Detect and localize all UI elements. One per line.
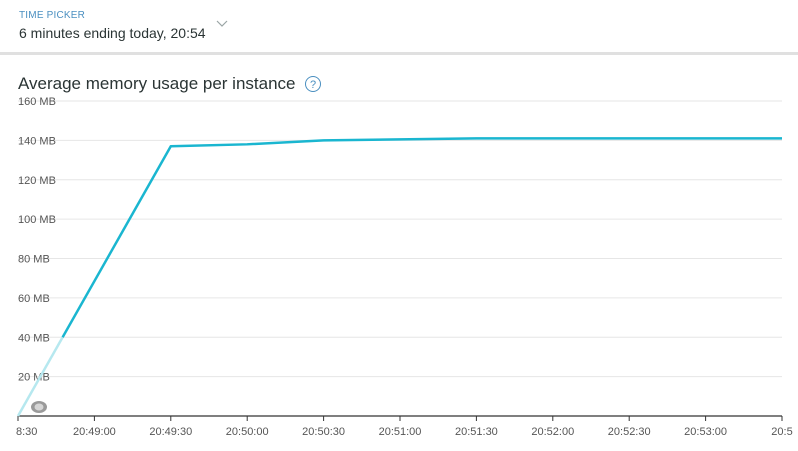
scroll-handle-inner [34,403,44,411]
x-tick-label: 20:49:30 [149,426,192,438]
y-tick-label: 120 MB [18,175,56,187]
time-picker[interactable]: TIME PICKER 6 minutes ending today, 20:5… [19,10,206,41]
y-tick-label: 100 MB [18,214,56,226]
time-picker-value: 6 minutes ending today, 20:54 [19,25,206,41]
x-tick-label: 20:50:00 [226,426,269,438]
series-line [61,137,782,338]
y-tick-label: 80 MB [18,254,50,266]
x-tick-label: 20:51:00 [379,426,422,438]
y-tick-label: 20 MB [18,372,50,384]
x-tick-label: 20:49:00 [73,426,116,438]
x-tick-label: 8:30 [16,426,37,438]
y-tick-label: 60 MB [18,293,50,305]
y-tick-label: 140 MB [18,135,56,147]
y-tick-label: 160 MB [18,96,56,108]
y-tick-label: 40 MB [18,332,50,344]
x-tick-label: 20:5 [771,426,792,438]
help-icon[interactable]: ? [305,76,321,92]
x-tick-label: 20:52:00 [531,426,574,438]
top-bar: TIME PICKER 6 minutes ending today, 20:5… [0,0,798,55]
series-line-faded [16,336,64,417]
time-picker-label: TIME PICKER [19,10,86,21]
x-tick-label: 20:52:30 [608,426,651,438]
x-tick-label: 20:53:00 [684,426,727,438]
memory-chart: 160 MB 140 MB 120 MB 100 MB 80 MB 60 MB 40 MB 2… [16,96,793,438]
panel-title: Average memory usage per instance [18,74,296,93]
x-tick-label: 20:51:30 [455,426,498,438]
x-tick-label: 20:50:30 [302,426,345,438]
chevron-down-icon[interactable] [216,20,228,28]
